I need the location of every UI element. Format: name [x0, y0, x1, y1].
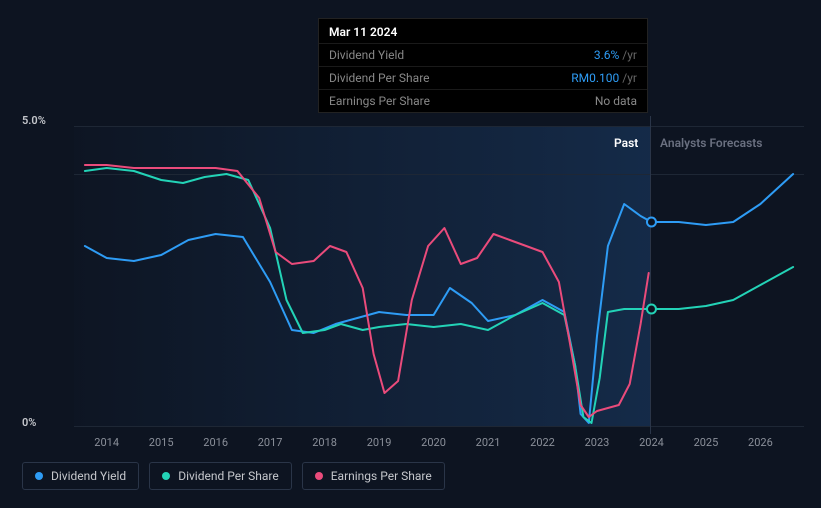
series-line	[85, 165, 649, 417]
chart-svg	[74, 126, 804, 426]
tooltip-row-value: No data	[595, 94, 637, 108]
legend-dot-icon	[162, 472, 170, 480]
legend-label: Earnings Per Share	[331, 469, 432, 483]
legend-item-dividend-yield[interactable]: Dividend Yield	[22, 462, 139, 490]
x-axis-tick: 2025	[694, 436, 719, 449]
y-axis-min: 0%	[22, 416, 36, 429]
tooltip-row: Earnings Per ShareNo data	[319, 89, 647, 112]
tooltip-row-label: Dividend Yield	[329, 48, 594, 62]
y-axis-max: 5.0%	[22, 114, 46, 127]
chart-tooltip: Mar 11 2024 Dividend Yield3.6%/yrDividen…	[318, 18, 648, 113]
x-axis-tick: 2026	[748, 436, 773, 449]
tooltip-row-label: Dividend Per Share	[329, 71, 571, 85]
series-line	[85, 168, 793, 423]
series-line	[85, 174, 793, 423]
legend-label: Dividend Yield	[51, 469, 126, 483]
tooltip-row: Dividend Yield3.6%/yr	[319, 43, 647, 66]
x-axis-tick: 2017	[258, 436, 283, 449]
tooltip-row-value: RM0.100/yr	[571, 71, 637, 85]
x-axis-tick: 2016	[203, 436, 228, 449]
x-axis-tick: 2019	[367, 436, 392, 449]
x-axis-tick: 2020	[421, 436, 446, 449]
legend-dot-icon	[315, 472, 323, 480]
legend-label: Dividend Per Share	[178, 469, 279, 483]
series-marker	[647, 218, 656, 227]
plot-area[interactable]: Past Analysts Forecasts	[74, 126, 804, 426]
chart-container: 5.0% 0% Past Analysts Forecasts 2014 2015…	[22, 108, 804, 448]
series-marker	[647, 305, 656, 314]
x-axis-tick: 2021	[476, 436, 501, 449]
legend-item-dividend-per-share[interactable]: Dividend Per Share	[149, 462, 292, 490]
x-axis-tick: 2014	[94, 436, 119, 449]
x-axis-tick: 2022	[530, 436, 555, 449]
tooltip-row-label: Earnings Per Share	[329, 94, 595, 108]
tooltip-date: Mar 11 2024	[319, 19, 647, 43]
x-axis-tick: 2015	[149, 436, 174, 449]
x-axis-tick: 2023	[585, 436, 610, 449]
chart-legend: Dividend Yield Dividend Per Share Earnin…	[22, 462, 445, 490]
x-axis-tick: 2024	[639, 436, 664, 449]
legend-dot-icon	[35, 472, 43, 480]
gridline	[74, 426, 804, 427]
tooltip-row-value: 3.6%/yr	[594, 48, 637, 62]
tooltip-row: Dividend Per ShareRM0.100/yr	[319, 66, 647, 89]
x-axis-tick: 2018	[312, 436, 337, 449]
legend-item-earnings-per-share[interactable]: Earnings Per Share	[302, 462, 445, 490]
